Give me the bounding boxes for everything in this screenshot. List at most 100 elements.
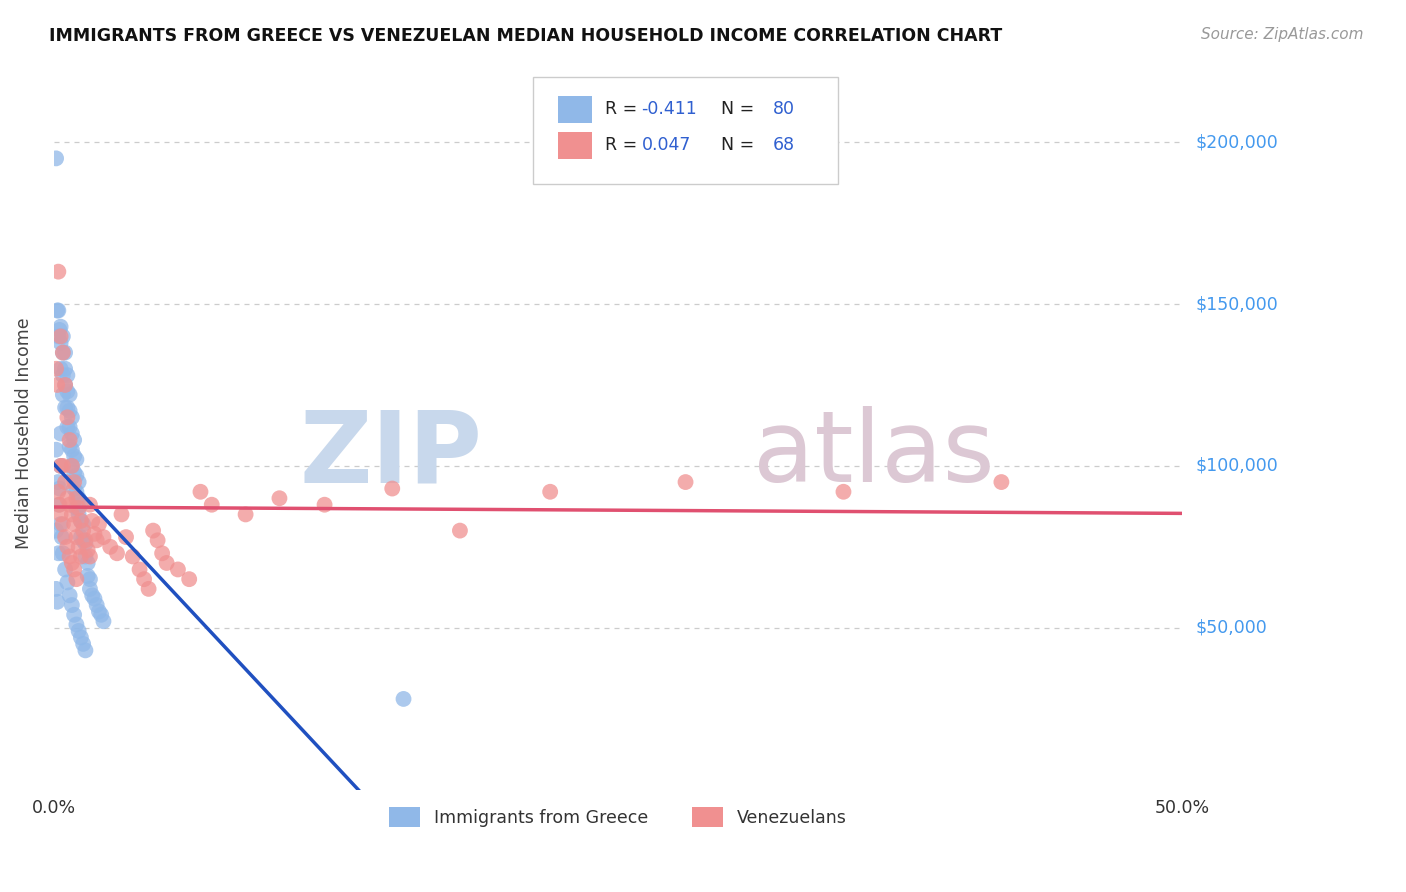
Point: [60, 442, 83, 457]
Text: R =: R =: [606, 136, 643, 154]
Point: [538, 484, 561, 499]
Point: [53, 475, 76, 489]
Point: [46, 329, 69, 343]
Point: [105, 546, 128, 560]
Point: [67, 624, 90, 638]
Point: [156, 556, 179, 570]
Point: [49, 335, 72, 350]
Point: [45, 152, 67, 166]
Point: [75, 549, 97, 564]
Point: [65, 491, 87, 506]
Point: [110, 508, 132, 522]
Point: [52, 517, 75, 532]
Point: [46, 546, 69, 560]
Point: [60, 458, 83, 473]
Point: [49, 329, 72, 343]
Text: -0.411: -0.411: [641, 101, 697, 119]
Point: [46, 595, 69, 609]
Point: [49, 319, 72, 334]
Point: [49, 517, 72, 532]
Point: [90, 607, 112, 622]
Point: [67, 508, 90, 522]
Point: [79, 572, 101, 586]
Point: [53, 345, 76, 359]
Point: [70, 514, 93, 528]
Point: [235, 508, 257, 522]
Point: [83, 591, 105, 606]
Point: [314, 498, 336, 512]
Point: [201, 498, 224, 512]
Point: [65, 500, 87, 515]
Point: [63, 562, 86, 576]
Point: [51, 530, 73, 544]
Point: [67, 491, 90, 506]
Point: [65, 572, 87, 586]
Point: [56, 384, 79, 399]
Point: [49, 458, 72, 473]
Point: [46, 475, 69, 489]
Point: [59, 404, 82, 418]
Point: [76, 556, 98, 570]
Point: [190, 484, 212, 499]
Point: [70, 498, 93, 512]
Point: [63, 475, 86, 489]
Point: [56, 420, 79, 434]
Text: $50,000: $50,000: [1195, 619, 1268, 637]
Point: [59, 588, 82, 602]
Point: [167, 562, 190, 576]
Point: [70, 514, 93, 528]
Point: [53, 378, 76, 392]
Point: [52, 345, 75, 359]
Point: [93, 614, 115, 628]
Point: [75, 643, 97, 657]
Point: [150, 546, 173, 560]
Point: [49, 426, 72, 441]
Text: ZIP: ZIP: [299, 407, 482, 503]
Point: [63, 482, 86, 496]
Point: [381, 482, 404, 496]
Point: [52, 345, 75, 359]
Point: [63, 433, 86, 447]
Point: [67, 475, 90, 489]
Point: [87, 517, 110, 532]
Point: [59, 549, 82, 564]
Point: [59, 387, 82, 401]
Point: [128, 562, 150, 576]
Point: [990, 475, 1012, 489]
Point: [59, 420, 82, 434]
Point: [82, 588, 104, 602]
Point: [60, 508, 83, 522]
Point: [52, 329, 75, 343]
Point: [56, 410, 79, 425]
Point: [179, 572, 201, 586]
Point: [65, 468, 87, 483]
Point: [67, 540, 90, 554]
Point: [56, 575, 79, 590]
Point: [79, 549, 101, 564]
Point: [52, 387, 75, 401]
Point: [70, 530, 93, 544]
Text: atlas: atlas: [754, 407, 995, 503]
Point: [46, 303, 69, 318]
Text: R =: R =: [606, 101, 643, 119]
Point: [93, 530, 115, 544]
Text: Source: ZipAtlas.com: Source: ZipAtlas.com: [1201, 27, 1364, 42]
Point: [70, 549, 93, 564]
Point: [83, 526, 105, 541]
Point: [53, 361, 76, 376]
Point: [53, 401, 76, 415]
Point: [98, 540, 121, 554]
Point: [832, 484, 855, 499]
Point: [48, 482, 70, 496]
Point: [75, 533, 97, 548]
Text: IMMIGRANTS FROM GREECE VS VENEZUELAN MEDIAN HOUSEHOLD INCOME CORRELATION CHART: IMMIGRANTS FROM GREECE VS VENEZUELAN MED…: [49, 27, 1002, 45]
Point: [49, 508, 72, 522]
Point: [60, 556, 83, 570]
Point: [67, 500, 90, 515]
Point: [46, 484, 69, 499]
Point: [82, 514, 104, 528]
Y-axis label: Median Household Income: Median Household Income: [15, 318, 32, 549]
Point: [59, 440, 82, 454]
Text: $150,000: $150,000: [1195, 295, 1278, 313]
Point: [65, 617, 87, 632]
